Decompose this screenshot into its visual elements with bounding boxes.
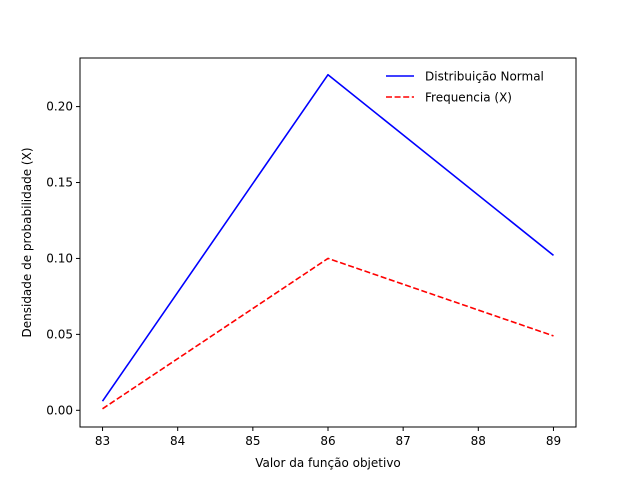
y-axis: 0.00 0.05 0.10 0.15 0.20: [46, 100, 80, 417]
y-tick-label: 0.20: [46, 100, 73, 114]
x-axis-label: Valor da função objetivo: [255, 456, 401, 470]
x-tick-label: 83: [95, 434, 110, 448]
x-tick-label: 86: [320, 434, 335, 448]
y-tick-label: 0.05: [46, 327, 73, 341]
y-tick-label: 0.00: [46, 403, 73, 417]
x-axis: 83 84 85 86 87 88 89: [95, 427, 561, 448]
y-axis-label: Densidade de probabilidade (X): [20, 147, 34, 337]
y-tick-label: 0.15: [46, 176, 73, 190]
y-tick-label: 0.10: [46, 251, 73, 265]
x-tick-label: 89: [546, 434, 561, 448]
x-tick-label: 87: [396, 434, 411, 448]
x-tick-label: 88: [471, 434, 486, 448]
legend-label: Frequencia (X): [425, 91, 512, 105]
x-tick-label: 85: [245, 434, 260, 448]
legend: Distribuição Normal Frequencia (X): [386, 70, 544, 105]
x-tick-label: 84: [170, 434, 185, 448]
legend-label: Distribuição Normal: [425, 70, 544, 84]
series-line-2: [102, 257, 554, 410]
series-layer: [101, 73, 555, 410]
